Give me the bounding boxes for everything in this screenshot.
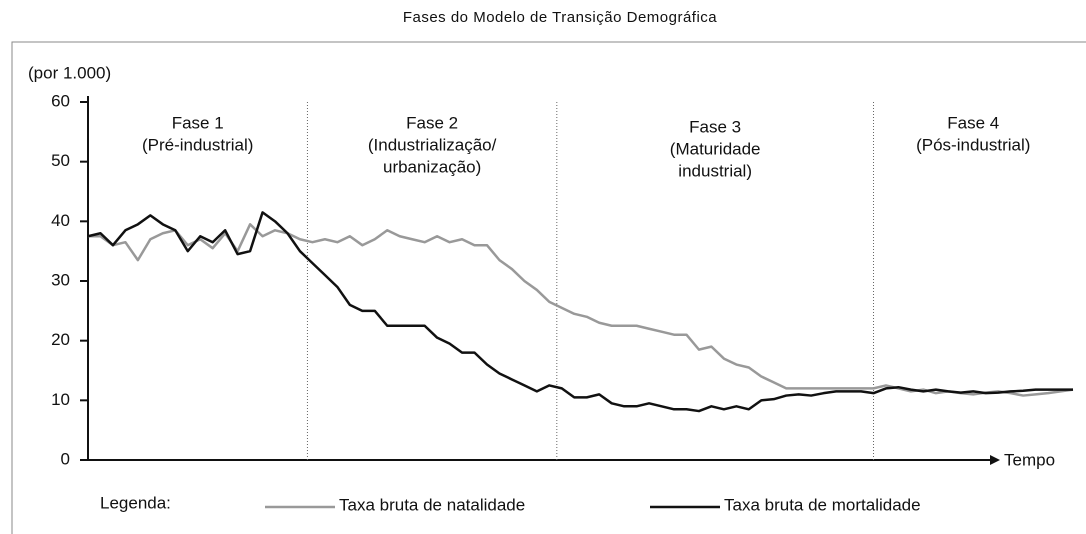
legend-label: Taxa bruta de mortalidade [724,495,921,514]
phase-label: (Pós-industrial) [916,135,1030,154]
phase-label: Fase 1 [172,113,224,132]
legend-title: Legenda: [100,493,171,512]
y-tick-label: 50 [51,151,70,170]
y-tick-label: 0 [61,449,70,468]
phase-label: Fase 2 [406,113,458,132]
y-tick-label: 20 [51,330,70,349]
series-line [88,223,1074,397]
x-axis-arrow [990,455,1000,465]
y-tick-label: 10 [51,390,70,409]
chart-title: Fases do Modelo de Transição Demográfica [403,9,717,26]
y-tick-label: 40 [51,211,70,230]
phase-label: (Maturidade [670,139,761,158]
y-tick-label: 60 [51,91,70,110]
phase-label: (Industrialização/ [368,135,497,154]
phase-label: industrial) [678,161,752,180]
phase-label: (Pré-industrial) [142,135,253,154]
phase-label: urbanização) [383,157,481,176]
series-line [87,211,1073,413]
phase-label: Fase 4 [947,113,999,132]
x-axis-label: Tempo [1004,450,1055,469]
frame [11,41,1086,534]
y-axis-label: (por 1.000) [28,63,111,82]
phase-label: Fase 3 [689,117,741,136]
y-tick-label: 30 [51,270,70,289]
legend-label: Taxa bruta de natalidade [339,495,525,514]
